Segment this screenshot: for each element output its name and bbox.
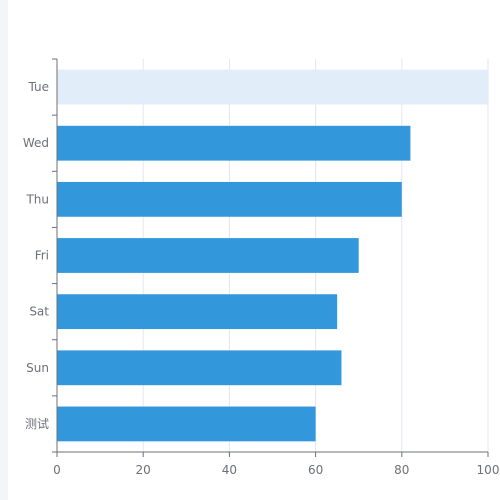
bar-Sun[interactable]: [57, 350, 342, 386]
y-tick-label-Fri: Fri: [35, 249, 49, 263]
y-tick-label-Sat: Sat: [29, 305, 49, 319]
bar-Wed[interactable]: [57, 125, 411, 161]
bar-series: [57, 69, 489, 442]
bar-Sat[interactable]: [57, 294, 338, 330]
bar-Fri[interactable]: [57, 238, 359, 273]
axes: [52, 58, 489, 457]
y-tick-label-Wed: Wed: [23, 136, 49, 150]
x-tick-labels: 0 20 40 60 80 100: [53, 463, 499, 477]
bar-测试[interactable]: [57, 406, 316, 442]
x-tick-label-40: 40: [222, 463, 237, 477]
x-tick-label-80: 80: [394, 463, 409, 477]
bar-Thu[interactable]: [57, 181, 402, 217]
y-tick-label-Tue: Tue: [28, 80, 50, 94]
x-tick-label-100: 100: [477, 463, 500, 477]
x-tick-label-20: 20: [136, 463, 151, 477]
y-tick-label-Thu: Thu: [25, 192, 49, 206]
bar-Tue[interactable]: [57, 69, 489, 105]
y-tick-labels: 测试 Sun Sat Fri Thu Wed Tue: [23, 80, 49, 431]
x-tick-label-60: 60: [308, 463, 323, 477]
y-tick-label-Sun: Sun: [26, 361, 49, 375]
x-tick-label-0: 0: [53, 463, 61, 477]
y-tick-label-测试: 测试: [25, 416, 49, 431]
